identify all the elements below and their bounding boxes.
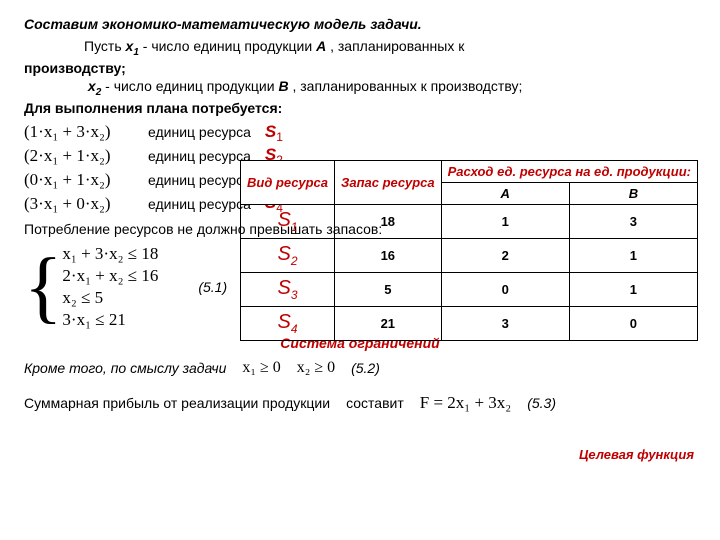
S: S xyxy=(265,122,276,141)
a: 0 xyxy=(441,273,569,307)
Ssub: 2 xyxy=(291,254,298,268)
stock: 18 xyxy=(335,205,442,239)
profit-row: Суммарная прибыль от реализации продукци… xyxy=(24,393,696,413)
table-row: S4 21 3 0 xyxy=(241,307,698,341)
intro-line2: x2 - число единиц продукции В , запланир… xyxy=(24,78,696,98)
x2: x xyxy=(88,78,96,94)
S: S xyxy=(277,209,290,231)
b: 1 xyxy=(569,239,697,273)
resources-table: Вид ресурса Запас ресурса Расход ед. рес… xyxy=(240,160,698,341)
a: 3 xyxy=(441,307,569,341)
eq: 2·x₁ + x₂ ≤ 16 xyxy=(62,265,158,287)
stock: 16 xyxy=(335,239,442,273)
x1ge: x₁ ≥ 0 xyxy=(242,359,280,377)
a: 2 xyxy=(441,239,569,273)
table-row: S1 18 1 3 xyxy=(241,205,698,239)
F-formula: F = 2x₁ + 3x₂ xyxy=(420,393,511,413)
table-row: S3 5 0 1 xyxy=(241,273,698,307)
sense-row: Кроме того, по смыслу задачи x₁ ≥ 0 x₂ ≥… xyxy=(24,359,696,377)
th-kind: Вид ресурса xyxy=(241,161,335,205)
th-stock: Запас ресурса xyxy=(335,161,442,205)
target-fn-label: Целевая функция xyxy=(579,447,694,462)
stock: 5 xyxy=(335,273,442,307)
eq51-label: (5.1) xyxy=(198,279,227,295)
intro-line1: Пусть x1 - число единиц продукции А , за… xyxy=(24,38,696,58)
a: 1 xyxy=(441,205,569,239)
t: - число единиц продукции xyxy=(143,38,316,54)
A: А xyxy=(316,38,326,54)
S: S xyxy=(277,243,290,265)
brace-icon: { xyxy=(24,252,62,322)
eq52-label: (5.2) xyxy=(351,360,380,376)
b: 0 xyxy=(569,307,697,341)
t: - число единиц продукции xyxy=(105,78,278,94)
formula-3: (0·x₁ + 1·x₂) xyxy=(24,170,134,190)
res-label: единиц ресурса xyxy=(148,148,251,164)
Ssub: 3 xyxy=(291,288,298,302)
t: , запланированных к производству; xyxy=(292,78,522,94)
plan: Для выполнения плана потребуется: xyxy=(24,100,696,116)
intro-line1d: производству; xyxy=(24,60,696,76)
profit-word: составит xyxy=(346,395,404,411)
t: , запланированных к xyxy=(330,38,464,54)
S: S xyxy=(277,277,290,299)
b: 1 xyxy=(569,273,697,307)
x1-sub: 1 xyxy=(133,47,139,58)
S: S xyxy=(277,311,290,333)
b: 3 xyxy=(569,205,697,239)
stock: 21 xyxy=(335,307,442,341)
eq: x₂ ≤ 5 xyxy=(62,287,158,309)
x2ge: x₂ ≥ 0 xyxy=(297,359,335,377)
eq: x₁ + 3·x₂ ≤ 18 xyxy=(62,243,158,265)
B: В xyxy=(278,78,288,94)
title: Составим экономико-математическую модель… xyxy=(24,16,696,32)
sense-text: Кроме того, по смыслу задачи xyxy=(24,360,226,376)
res-label: единиц ресурса xyxy=(148,172,251,188)
th-B: В xyxy=(569,183,697,205)
eq53-label: (5.3) xyxy=(527,395,556,411)
system-eqs: x₁ + 3·x₂ ≤ 18 2·x₁ + x₂ ≤ 16 x₂ ≤ 5 3·x… xyxy=(62,243,158,331)
res-label: единиц ресурса xyxy=(148,196,251,212)
table-row: S2 16 2 1 xyxy=(241,239,698,273)
Ssub: 4 xyxy=(291,322,298,336)
formula-1: (1·x₁ + 3·x₂) xyxy=(24,122,134,142)
t: Пусть xyxy=(84,38,126,54)
profit-text: Суммарная прибыль от реализации продукци… xyxy=(24,395,330,411)
Ssub: 1 xyxy=(291,220,298,234)
Ssub: 1 xyxy=(276,129,283,143)
eq: 3·x₁ ≤ 21 xyxy=(62,309,158,331)
th-A: А xyxy=(441,183,569,205)
th-consume: Расход ед. ресурса на ед. продукции: xyxy=(441,161,697,183)
x2-sub: 2 xyxy=(96,87,102,98)
formula-2: (2·x₁ + 1·x₂) xyxy=(24,146,134,166)
res-label: единиц ресурса xyxy=(148,124,251,140)
res-row: (1·x₁ + 3·x₂) единиц ресурса S1 xyxy=(24,122,696,144)
formula-4: (3·x₁ + 0·x₂) xyxy=(24,194,134,214)
